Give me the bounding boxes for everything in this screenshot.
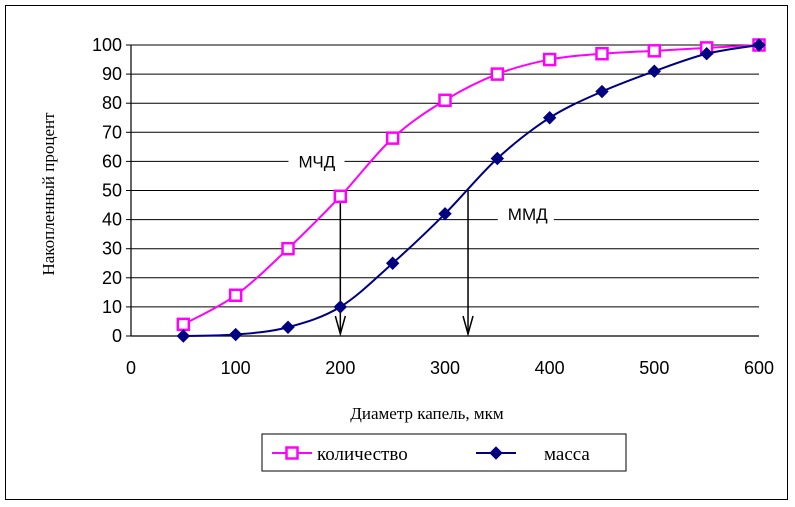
y-tick-label: 20	[102, 268, 122, 288]
series-1-point	[542, 52, 557, 67]
y-tick-label: 0	[112, 326, 122, 346]
series-2-point	[228, 327, 243, 342]
x-tick-label: 0	[126, 358, 136, 378]
series-2-point	[542, 111, 557, 125]
series-1-point	[438, 93, 452, 108]
x-tick-label: 600	[744, 358, 774, 378]
legend-label: количество	[317, 444, 408, 465]
legend-swatch-marker	[285, 446, 299, 460]
y-tick-label: 40	[102, 210, 122, 230]
series-1-point	[595, 46, 609, 61]
series-1-point	[385, 131, 400, 145]
y-tick-label: 70	[102, 122, 122, 142]
x-tick-label: 100	[221, 358, 251, 378]
annotation-label: ММД	[508, 205, 548, 224]
series-2-point	[490, 151, 505, 166]
series-1-point	[647, 44, 662, 58]
legend-swatch-marker	[489, 446, 503, 460]
series-1-point	[176, 317, 191, 332]
series-2-point	[699, 47, 714, 61]
label-layer: Накопленный процент Диаметр капель, мкм	[39, 112, 504, 423]
series-layer	[176, 38, 766, 343]
x-axis-title: Диаметр капель, мкм	[350, 404, 504, 423]
series-2-point	[333, 300, 348, 314]
annotation-arrowhead	[462, 315, 474, 337]
y-tick-label: 90	[102, 64, 122, 84]
x-tick-label: 200	[325, 358, 355, 378]
series-2-point	[176, 329, 191, 343]
annotation-arrowhead	[334, 315, 347, 337]
series-1-point	[228, 288, 243, 303]
y-axis-title: Накопленный процент	[39, 112, 58, 276]
cumulative-distribution-chart: 0 10 20 30 40 50 60 70 80 90 100 0 100 200 300 400 500 60…	[39, 35, 774, 472]
series-2-point	[438, 207, 452, 221]
legend-box	[261, 433, 627, 472]
series-1-point	[281, 241, 295, 256]
y-tick-label: 80	[102, 93, 122, 113]
legend-label: масса	[544, 444, 590, 465]
grid-layer	[131, 44, 759, 337]
y-tick-label: 100	[92, 35, 122, 55]
series-1-point	[333, 189, 348, 204]
chart-frame: 0 10 20 30 40 50 60 70 80 90 100 0 100 200 300 400 500 60…	[5, 5, 788, 500]
axis-layer: 0 10 20 30 40 50 60 70 80 90 100 0 100 200 300 400 500 60…	[92, 35, 774, 378]
series-2-point	[752, 38, 766, 52]
legend: количество масса	[261, 433, 627, 472]
annotation-label: МЧД	[298, 152, 335, 171]
y-tick-label: 10	[102, 297, 122, 317]
x-tick-label: 400	[535, 358, 565, 378]
series-2-point	[595, 84, 609, 99]
y-tick-label: 30	[102, 239, 122, 259]
x-tick-label: 500	[639, 358, 669, 378]
annotation-label-bg	[497, 199, 554, 222]
annotation-layer: МЧД ММД	[288, 147, 554, 337]
y-tick-label: 60	[102, 151, 122, 171]
series-2-point	[385, 256, 400, 270]
series-2-point	[647, 64, 662, 78]
series-2-point	[281, 320, 295, 334]
y-tick-label: 50	[102, 181, 122, 201]
annotation-label-bg	[288, 147, 345, 170]
series-1-point	[490, 67, 505, 81]
x-tick-label: 300	[430, 358, 460, 378]
